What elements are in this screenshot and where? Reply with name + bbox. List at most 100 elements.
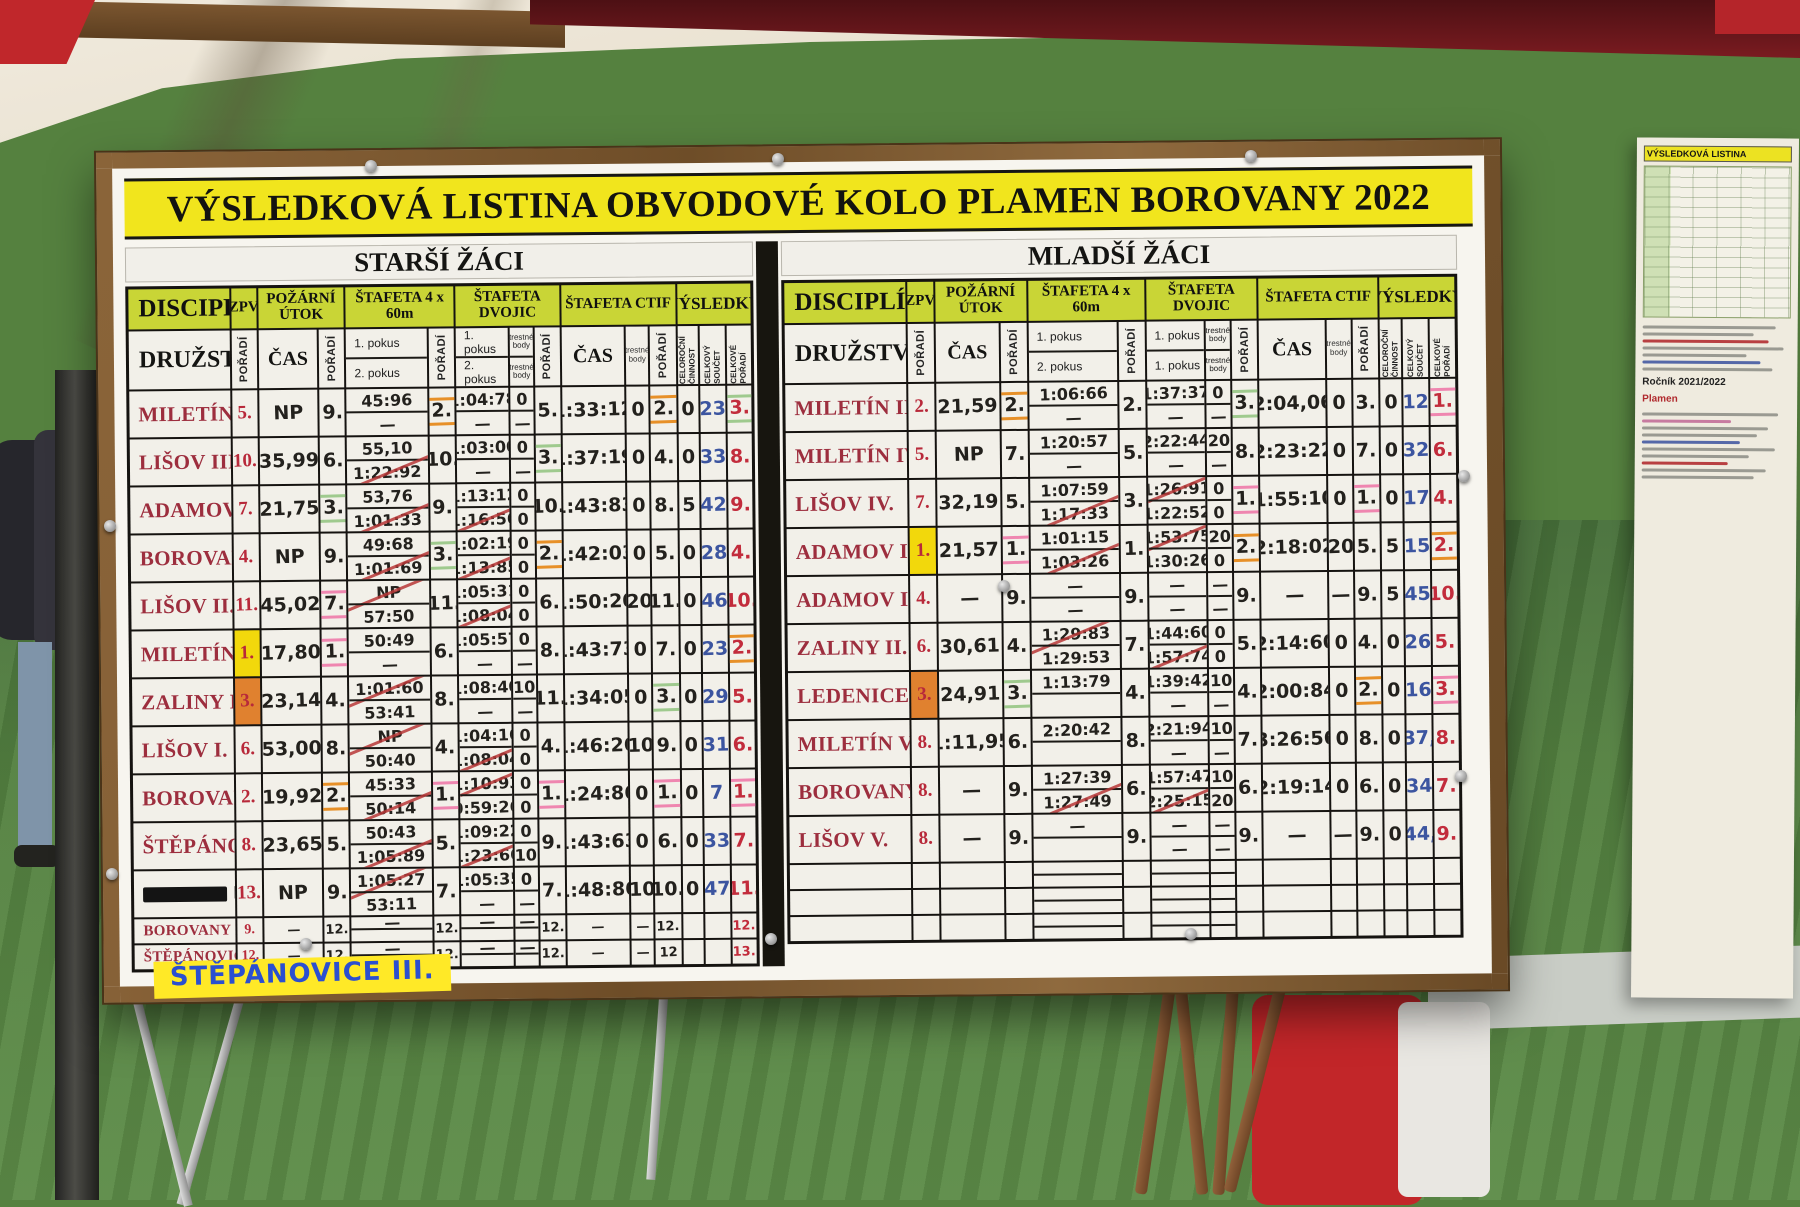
value: 10. — [655, 877, 681, 901]
zpv-rank-cell: 13. — [236, 870, 263, 917]
utok-rank-cell: 8. — [322, 725, 349, 772]
value: 1:02:19 — [457, 532, 511, 554]
attempt-value: 50:40 — [350, 746, 431, 772]
team-name-cell — [790, 889, 912, 916]
attempt-value: 1:39:42 — [1150, 669, 1208, 692]
value: 0 — [516, 484, 529, 505]
ctif-penalty-cell: 0 — [1330, 715, 1355, 762]
column-group-header: ŠTAFETA DVOJIC — [1145, 278, 1257, 320]
celkovy-soucet-cell: 16 — [1405, 666, 1432, 714]
utok-rank-cell: 12. — [324, 917, 350, 942]
column-group-header: ŠTAFETA 4 x 60m — [345, 286, 454, 328]
stafeta-4x60-cell: 45:33 50:14 — [350, 772, 432, 820]
team-name-cell: MILETÍN II. — [131, 630, 233, 678]
value: 6. — [1432, 438, 1455, 462]
column-group-header: ŠTAFETA 4 x 60m — [1028, 279, 1145, 321]
ctif-penalty-cell: 10 — [631, 866, 654, 913]
poradi-header: POŘADÍ — [1000, 322, 1028, 382]
dvojic-time-cell: 1:57:47 2:25:15 — [1150, 765, 1209, 812]
value: 1:17:33 — [1039, 502, 1109, 525]
celkove-poradi-cell: 6. — [730, 721, 755, 768]
utok-rank-cell: 7. — [1001, 430, 1028, 478]
value: — — [1211, 598, 1229, 618]
pokus-label: 1. pokus — [1154, 328, 1200, 343]
value: 1:01:15 — [1040, 526, 1110, 549]
value: 1:03:00 — [456, 436, 510, 458]
attempt-value — [1034, 898, 1123, 913]
value: 1:08:40 — [459, 676, 512, 698]
ctif-penalty-cell: 0 — [629, 674, 652, 721]
value: 53:41 — [364, 701, 416, 723]
value: 2. — [536, 539, 562, 569]
attempt-value: 1:05:31 — [458, 580, 511, 603]
table-row: BOROVANY I.4.NP9.49:681:01:693.1:02:191:… — [130, 529, 754, 582]
center-divider-strip — [755, 241, 785, 967]
attempt-value: — — [1150, 739, 1209, 764]
value: 12. — [541, 945, 565, 962]
stafeta-4x60-rank-cell — [1124, 887, 1150, 912]
cas-header: ČAS — [1258, 319, 1326, 379]
attempt-value: — — [1210, 834, 1235, 860]
ctif-penalty-cell: 0 — [627, 482, 650, 529]
value: 1:43:63 — [566, 829, 630, 855]
value: 1. — [432, 780, 459, 810]
value: 5. — [731, 685, 753, 708]
value: 9. — [1007, 778, 1029, 802]
value: 0 — [631, 446, 646, 469]
ctif-rank-cell: 5. — [651, 530, 678, 577]
value: 21,75 — [260, 497, 319, 521]
ctif-time-cell: 1:43:83 — [562, 482, 626, 530]
value: 0 — [1332, 439, 1347, 463]
value: 1:48:86 — [566, 877, 630, 903]
value: 2:20:42 — [1041, 718, 1112, 741]
dvojic-penalty-cell: — — [516, 941, 539, 966]
value: 4. — [238, 546, 254, 568]
team-name: LEDENICE II. — [233, 882, 235, 903]
attempt-value — [461, 926, 514, 941]
value: 7. — [1436, 774, 1458, 798]
zpv-rank-cell: 7. — [909, 479, 936, 526]
ctif-rank-cell: 2. — [1355, 667, 1382, 714]
value: 3. — [535, 443, 561, 473]
value: 20 — [1210, 790, 1234, 810]
ctif-time-cell: 2:19:14 — [1263, 763, 1330, 811]
value: 10. — [429, 447, 456, 471]
ctif-penalty-cell: 0 — [628, 626, 652, 673]
ctif-rank-cell: 8. — [1356, 715, 1383, 762]
value: — — [1211, 574, 1229, 594]
value: 6. — [656, 829, 679, 853]
celkovy-soucet-header: CELKOVÝ SOUČET — [699, 325, 726, 384]
attempt-value: 1:29:53 — [1031, 643, 1121, 669]
value: 6. — [1125, 777, 1147, 801]
dvojic-rank-cell: 12. — [539, 915, 566, 940]
stafeta-4x60-cell: 1:01:15 1:03:26 — [1030, 525, 1120, 573]
value: 13. — [732, 943, 757, 960]
value: 0 — [520, 820, 532, 841]
value: 7. — [541, 879, 563, 902]
value: 1:27:39 — [1042, 766, 1112, 789]
value: 1. — [1123, 537, 1145, 561]
value: — — [1171, 838, 1189, 859]
value: — — [1066, 575, 1084, 596]
side-results-sheet: VÝSLEDKOVÁ LISTINA Ročník 2021/2022 Plam… — [1631, 137, 1799, 999]
dvojic-time-cell: 2:21:94— — [1150, 717, 1209, 764]
value: 1:05:57 — [458, 628, 512, 650]
dvojic-time-cell: 1:10:93 0:59:26 — [460, 771, 513, 819]
dvojic-rank-cell: 3. — [1231, 380, 1258, 427]
value: — — [591, 919, 606, 935]
celkovy-soucet-cell — [704, 913, 731, 938]
value: — — [1065, 455, 1083, 476]
value: 0 — [1335, 727, 1350, 751]
value: — — [1213, 742, 1231, 762]
value: 9. — [1008, 826, 1030, 850]
dvojic-time-cell: — — — [1151, 813, 1209, 860]
team-name: ŠTĚPÁNOVICE I. — [142, 832, 235, 858]
table-mladsi-zaci: MLADŠÍ ŽÁCI DISCIPLÍNA ZPV POŽÁRNÍ ÚTOK ŠTA… — [780, 234, 1464, 945]
dvojic-rank-cell: 7. — [1235, 716, 1262, 763]
dvojic-penalty-cell: — — — [1208, 572, 1233, 620]
utok-time-cell: 17,80 — [261, 629, 321, 677]
value: 7. — [1237, 728, 1259, 752]
attempt-value: 1:13:12 — [457, 484, 510, 507]
celorocni-header: CELOROČNÍ ČINNOST — [677, 325, 698, 385]
value: 0 — [685, 877, 700, 901]
